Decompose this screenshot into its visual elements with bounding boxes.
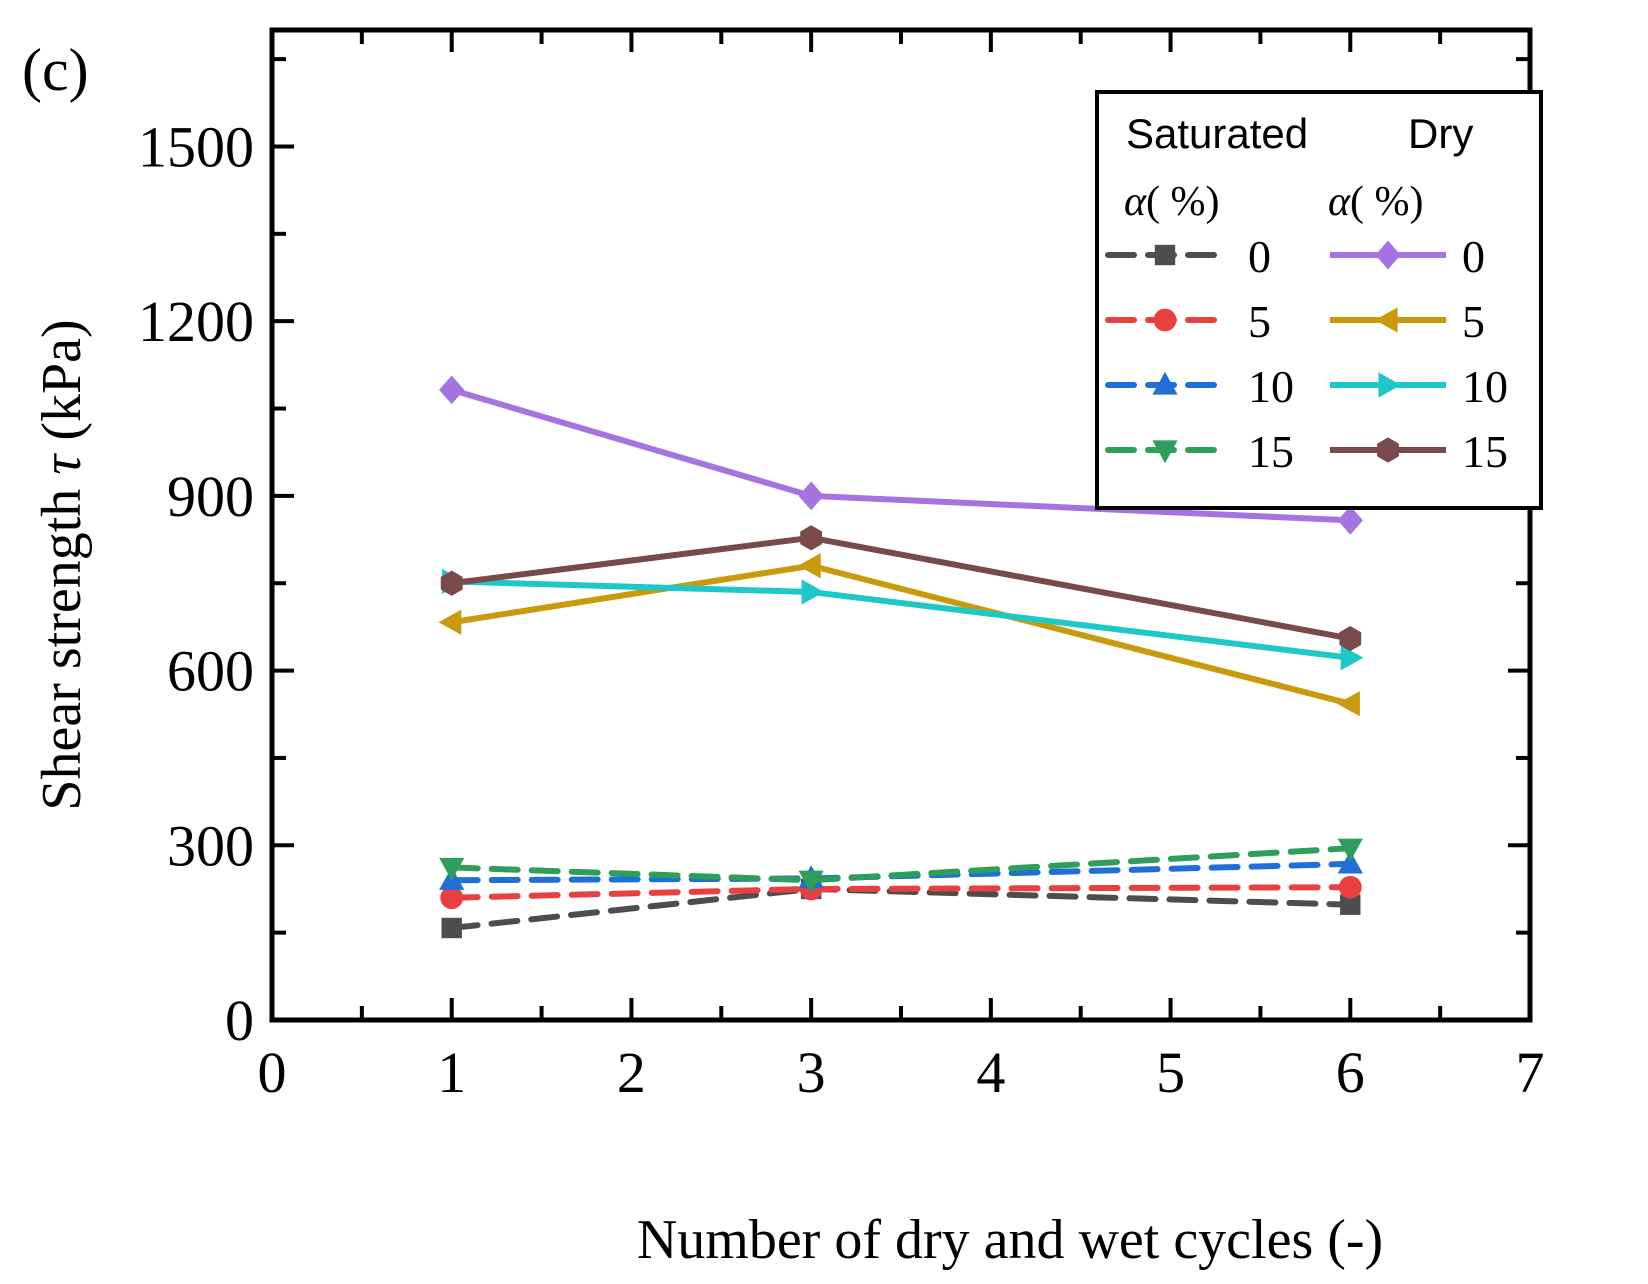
legend-swatch-marker [1375, 240, 1401, 270]
data-point [1340, 894, 1361, 915]
series-dry-5 [438, 553, 1360, 717]
data-point [797, 553, 821, 579]
y-tick-label: 600 [167, 639, 254, 704]
data-point [1337, 838, 1363, 862]
data-point [1337, 505, 1363, 535]
legend-alpha-unit-sat: ( %) [1146, 179, 1219, 225]
y-tick-label: 300 [167, 813, 254, 878]
legend-swatch-marker [1374, 307, 1398, 333]
x-tick-label: 5 [1156, 1040, 1185, 1105]
data-point [800, 525, 823, 551]
legend-alpha-dry: α( %) [1328, 179, 1424, 225]
plot-frame [269, 27, 1533, 1023]
data-point [439, 375, 465, 405]
legend-alpha-saturated: α( %) [1124, 179, 1220, 225]
legend-entry-saturated-10: 10 [1105, 361, 1294, 412]
data-point [798, 870, 824, 894]
legend-label: 5 [1248, 296, 1271, 347]
legend-swatch-marker [1378, 372, 1402, 398]
y-axis-title-main: Shear strength [31, 475, 93, 811]
x-tick-label: 1 [437, 1040, 466, 1105]
series-layer [438, 375, 1364, 939]
y-axis-title-unit: (kPa) [31, 319, 93, 454]
legend-alpha-symbol-dry: α [1328, 179, 1351, 225]
frame-layer [269, 27, 1533, 1023]
legend-title-saturated: Saturated [1126, 110, 1308, 157]
y-tick-label: 1200 [138, 289, 254, 354]
data-point [441, 917, 462, 939]
x-tick-label: 3 [797, 1040, 826, 1105]
legend-entry-saturated-15: 15 [1105, 426, 1294, 477]
data-point [440, 570, 463, 596]
legend-entry-dry-0: 0 [1330, 231, 1485, 282]
data-point [439, 857, 465, 881]
data-point [1337, 850, 1363, 874]
legend-label: 5 [1462, 296, 1485, 347]
legend-label: 10 [1462, 361, 1508, 412]
x-tick-label: 7 [1516, 1040, 1545, 1105]
series-dry-0 [439, 375, 1363, 535]
y-tick-label: 900 [167, 464, 254, 529]
legend-entry-saturated-0: 0 [1105, 231, 1271, 282]
y-tick-label: 1500 [138, 114, 254, 179]
legend-swatch-marker [1154, 244, 1176, 266]
y-axis-title: Shear strength τ (kPa) [31, 319, 93, 810]
legend-entry-saturated-5: 5 [1105, 296, 1271, 347]
data-point [798, 481, 824, 511]
y-axis-title-symbol: τ [31, 453, 93, 475]
x-tick-label: 6 [1336, 1040, 1365, 1105]
legend-entries: 0 5 10 15 0 5 10 15 [1105, 231, 1508, 477]
legend-label: 15 [1248, 426, 1294, 477]
legend-swatch-marker [1153, 308, 1177, 332]
legend-entry-dry-5: 5 [1330, 296, 1485, 347]
legend-swatch-marker [1377, 437, 1399, 463]
data-point [440, 886, 464, 910]
legend-box [1095, 90, 1543, 510]
series-dry-15 [440, 525, 1362, 652]
data-point [438, 609, 462, 635]
legend-label: 0 [1462, 231, 1485, 282]
legend-label: 10 [1248, 361, 1294, 412]
legend-entry-dry-10: 10 [1330, 361, 1508, 412]
data-point [1337, 691, 1360, 717]
x-tick-label: 4 [976, 1040, 1005, 1105]
panel-label: (c) [22, 37, 89, 103]
legend-label: 15 [1462, 426, 1508, 477]
data-point [801, 579, 825, 605]
legend-title-dry: Dry [1408, 110, 1473, 157]
x-tick-label: 2 [617, 1040, 646, 1105]
legend-swatch-marker [1152, 371, 1178, 395]
legend-alpha-unit-dry: ( %) [1350, 179, 1423, 225]
legend-swatch-marker [1152, 440, 1178, 464]
x-axis-title: Number of dry and wet cycles (-) [637, 1209, 1383, 1271]
data-point [1340, 645, 1364, 671]
x-tick-label: 0 [258, 1040, 287, 1105]
series-saturated-15 [439, 838, 1363, 894]
legend-entry-dry-15: 15 [1330, 426, 1508, 477]
data-point [1339, 625, 1362, 652]
data-point [1338, 875, 1362, 899]
legend-label: 0 [1248, 231, 1271, 282]
legend-alpha-symbol-sat: α [1124, 179, 1147, 225]
y-tick-label: 0 [225, 988, 254, 1053]
